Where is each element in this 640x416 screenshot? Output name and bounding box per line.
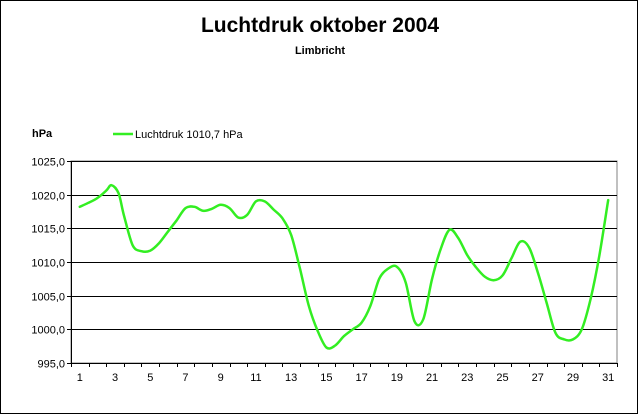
x-tick-label: 15 <box>320 372 332 384</box>
x-tick-label: 7 <box>182 372 188 384</box>
y-tick-label: 1025,0 <box>31 157 65 169</box>
x-tick-label: 29 <box>567 372 579 384</box>
y-tick-label: 1010,0 <box>31 258 65 270</box>
x-tick-label: 23 <box>461 372 473 384</box>
y-tick-label: 1015,0 <box>31 224 65 236</box>
y-tick-label: 1005,0 <box>31 292 65 304</box>
chart-subtitle: Limbricht <box>294 45 346 57</box>
y-tick-label: 1000,0 <box>31 325 65 337</box>
y-axis-label: hPa <box>32 128 53 140</box>
x-tick-label: 5 <box>147 372 153 384</box>
x-tick-label: 17 <box>355 372 367 384</box>
x-tick-label: 9 <box>218 372 224 384</box>
y-tick-label: 995,0 <box>37 359 65 371</box>
legend-label: Luchtdruk 1010,7 hPa <box>135 129 244 141</box>
x-tick-label: 19 <box>391 372 403 384</box>
x-tick-label: 3 <box>112 372 118 384</box>
x-tick-label: 27 <box>532 372 544 384</box>
x-tick-label: 1 <box>77 372 83 384</box>
x-tick-label: 25 <box>496 372 508 384</box>
x-tick-label: 31 <box>602 372 614 384</box>
x-tick-label: 11 <box>250 372 261 384</box>
series-line <box>78 183 610 350</box>
y-tick-label: 1020,0 <box>31 191 65 203</box>
x-tick-label: 21 <box>426 372 438 384</box>
chart-title: Luchtdruk oktober 2004 <box>200 14 440 37</box>
x-tick-label: 13 <box>285 372 297 384</box>
